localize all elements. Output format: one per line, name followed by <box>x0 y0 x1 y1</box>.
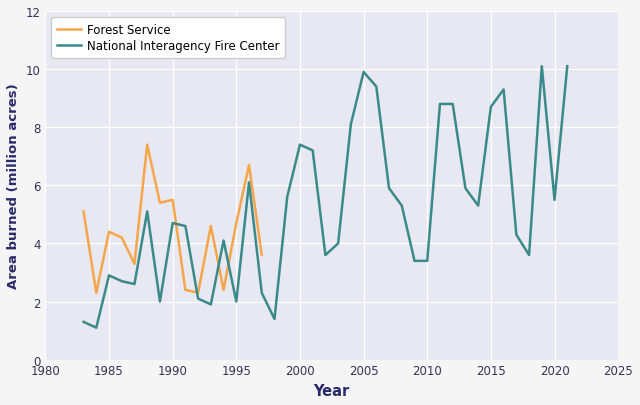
National Interagency Fire Center <box>500 88 508 93</box>
National Interagency Fire Center <box>284 195 291 200</box>
Forest Service <box>232 221 240 226</box>
National Interagency Fire Center <box>360 70 367 75</box>
National Interagency Fire Center <box>525 253 533 258</box>
National Interagency Fire Center <box>131 282 138 287</box>
National Interagency Fire Center <box>80 320 88 324</box>
National Interagency Fire Center <box>563 64 571 69</box>
Forest Service <box>245 163 253 168</box>
Forest Service <box>131 262 138 266</box>
National Interagency Fire Center <box>220 239 227 243</box>
National Interagency Fire Center <box>207 302 214 307</box>
Line: Forest Service: Forest Service <box>84 145 262 293</box>
National Interagency Fire Center <box>118 279 125 284</box>
National Interagency Fire Center <box>169 221 177 226</box>
Forest Service <box>80 209 88 214</box>
Forest Service <box>143 143 151 148</box>
National Interagency Fire Center <box>436 102 444 107</box>
National Interagency Fire Center <box>550 198 558 203</box>
National Interagency Fire Center <box>245 181 253 185</box>
Forest Service <box>220 288 227 293</box>
Forest Service <box>182 288 189 293</box>
National Interagency Fire Center <box>385 186 393 191</box>
Forest Service <box>195 291 202 296</box>
National Interagency Fire Center <box>321 253 329 258</box>
National Interagency Fire Center <box>156 299 164 304</box>
National Interagency Fire Center <box>461 186 469 191</box>
National Interagency Fire Center <box>424 259 431 264</box>
Legend: Forest Service, National Interagency Fire Center: Forest Service, National Interagency Fir… <box>51 18 285 59</box>
Forest Service <box>92 291 100 296</box>
Forest Service <box>258 253 266 258</box>
Forest Service <box>105 230 113 234</box>
National Interagency Fire Center <box>487 105 495 110</box>
National Interagency Fire Center <box>513 233 520 238</box>
National Interagency Fire Center <box>474 204 482 209</box>
National Interagency Fire Center <box>92 326 100 330</box>
National Interagency Fire Center <box>449 102 456 107</box>
Forest Service <box>118 236 125 241</box>
National Interagency Fire Center <box>538 64 546 69</box>
Line: National Interagency Fire Center: National Interagency Fire Center <box>84 67 567 328</box>
National Interagency Fire Center <box>398 204 406 209</box>
National Interagency Fire Center <box>334 241 342 246</box>
National Interagency Fire Center <box>195 296 202 301</box>
National Interagency Fire Center <box>271 317 278 322</box>
National Interagency Fire Center <box>232 299 240 304</box>
Forest Service <box>207 224 214 229</box>
National Interagency Fire Center <box>182 224 189 229</box>
National Interagency Fire Center <box>258 291 266 296</box>
National Interagency Fire Center <box>372 85 380 90</box>
X-axis label: Year: Year <box>314 383 350 398</box>
National Interagency Fire Center <box>411 259 419 264</box>
National Interagency Fire Center <box>347 123 355 128</box>
Forest Service <box>156 201 164 206</box>
Forest Service <box>169 198 177 203</box>
National Interagency Fire Center <box>296 143 304 148</box>
Y-axis label: Area burned (million acres): Area burned (million acres) <box>7 83 20 288</box>
National Interagency Fire Center <box>105 273 113 278</box>
National Interagency Fire Center <box>143 209 151 214</box>
National Interagency Fire Center <box>309 149 317 153</box>
